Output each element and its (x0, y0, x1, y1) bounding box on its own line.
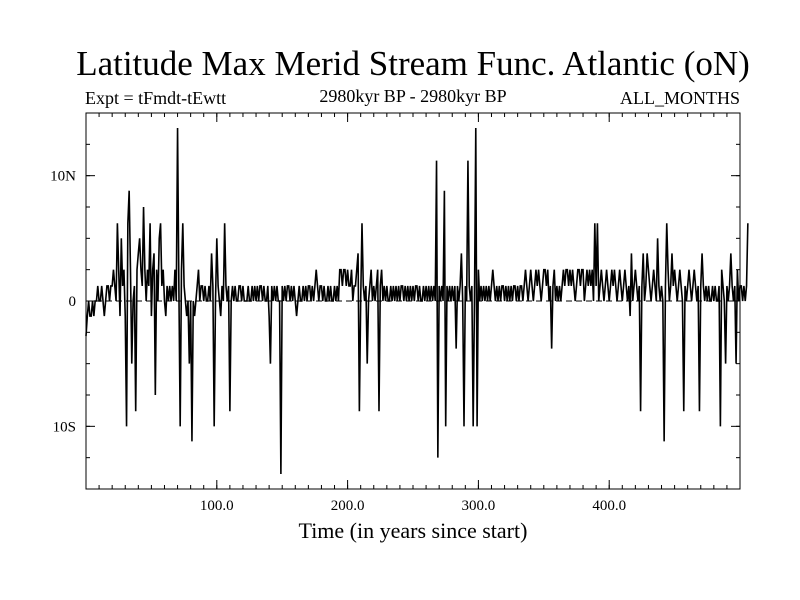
y-tick-label: 10N (50, 169, 76, 185)
x-tick-label: 300.0 (462, 498, 496, 514)
x-tick-label: 200.0 (331, 498, 365, 514)
period-label: 2980kyr BP - 2980kyr BP (319, 86, 507, 106)
chart-title: Latitude Max Merid Stream Func. Atlantic… (76, 44, 750, 83)
x-tick-label: 100.0 (200, 498, 234, 514)
x-axis-label: Time (in years since start) (298, 518, 528, 543)
y-tick-label: 10S (53, 419, 76, 435)
series-line (85, 128, 749, 474)
months-label: ALL_MONTHS (620, 88, 740, 108)
experiment-label: Expt = tFmdt-tEwtt (85, 88, 227, 108)
y-tick-label: 0 (69, 294, 77, 310)
tick-labels: 100.0 200.0 300.0 400.0 10N 0 10S (50, 169, 626, 514)
x-tick-label: 400.0 (592, 498, 626, 514)
